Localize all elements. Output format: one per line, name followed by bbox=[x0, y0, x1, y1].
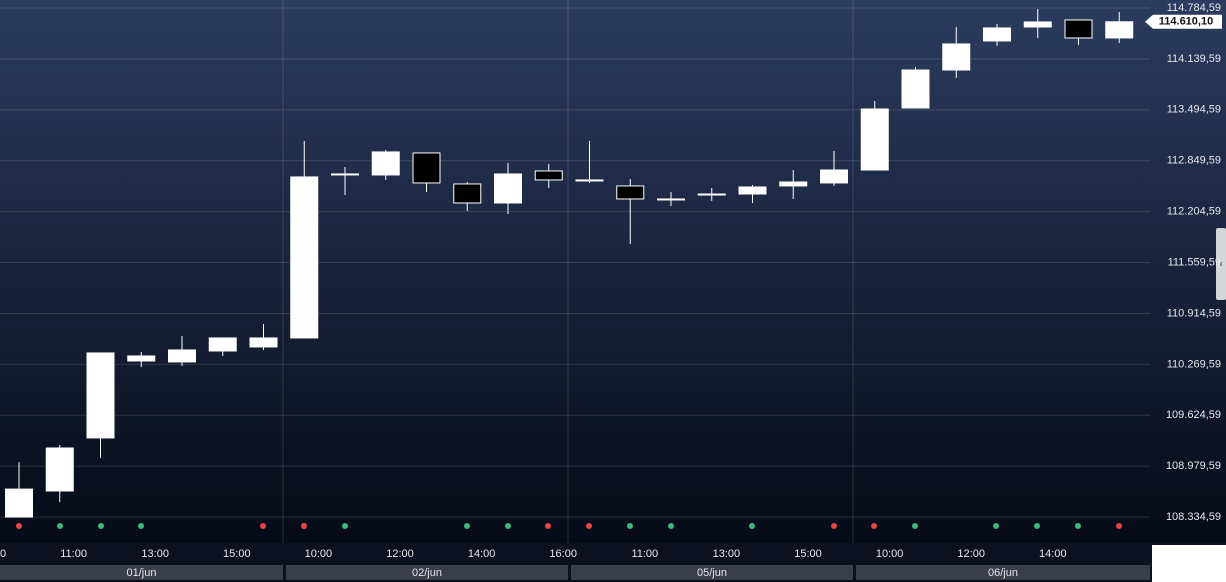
candle-body bbox=[657, 198, 685, 201]
price-tag bbox=[1145, 14, 1222, 29]
signal-dot bbox=[749, 523, 755, 529]
signal-dot bbox=[993, 523, 999, 529]
candle-body bbox=[86, 352, 115, 439]
candle-body bbox=[5, 488, 33, 518]
x-tick-label: 14:00 bbox=[468, 548, 496, 560]
side-tab[interactable] bbox=[1216, 228, 1226, 300]
signal-dot bbox=[1075, 523, 1081, 529]
signal-dot bbox=[57, 523, 63, 529]
y-tick-label: 110.269,59 bbox=[1167, 358, 1221, 370]
signal-dot bbox=[912, 523, 918, 529]
x-tick-label: 13:00 bbox=[141, 548, 169, 560]
signal-dot bbox=[545, 523, 551, 529]
y-tick-label: 108.979,59 bbox=[1166, 460, 1221, 472]
candle-body bbox=[168, 349, 196, 363]
x-tick-label: 10:00 bbox=[876, 548, 904, 560]
candle-body bbox=[208, 337, 237, 352]
candle-body bbox=[453, 183, 482, 204]
plot-background bbox=[0, 0, 1226, 543]
signal-dot bbox=[16, 523, 22, 529]
signal-dot bbox=[668, 523, 674, 529]
x-tick-label: 16:00 bbox=[549, 548, 577, 560]
day-bar bbox=[571, 565, 853, 580]
signal-dot bbox=[464, 523, 470, 529]
candle-body bbox=[901, 69, 930, 109]
day-label: 02/jun bbox=[412, 567, 442, 579]
signal-dot bbox=[138, 523, 144, 529]
candle-body bbox=[249, 337, 278, 348]
y-tick-label: 110.914,59 bbox=[1167, 307, 1221, 319]
day-bar bbox=[856, 565, 1150, 580]
signal-dot bbox=[301, 523, 307, 529]
candle-body bbox=[534, 170, 563, 181]
y-tick-label: 114.139,59 bbox=[1167, 53, 1221, 65]
signal-dot bbox=[342, 523, 348, 529]
candle-body bbox=[616, 185, 645, 200]
x-tick-label: 12:00 bbox=[386, 548, 414, 560]
x-tick-label: 10:00 bbox=[305, 548, 333, 560]
candle-body bbox=[820, 169, 848, 184]
candle-body bbox=[331, 173, 359, 176]
candle-body bbox=[942, 43, 971, 71]
y-tick-label: 112.204,59 bbox=[1167, 206, 1221, 218]
day-label: 01/jun bbox=[127, 567, 157, 579]
y-tick-label: 111.559,59 bbox=[1168, 256, 1221, 268]
x-tick-label: 14:00 bbox=[1039, 548, 1067, 560]
signal-dot bbox=[98, 523, 104, 529]
day-label: 06/jun bbox=[988, 567, 1018, 579]
signal-dot bbox=[627, 523, 633, 529]
x-tick-label: 11:00 bbox=[60, 548, 87, 560]
day-label: 05/jun bbox=[697, 567, 727, 579]
candle-body bbox=[371, 151, 400, 176]
signal-dot bbox=[1116, 523, 1122, 529]
candle-body bbox=[290, 176, 319, 339]
x-tick-label: 15:00 bbox=[794, 548, 822, 560]
candle-body bbox=[779, 181, 808, 187]
signal-dot bbox=[871, 523, 877, 529]
candle-body bbox=[860, 108, 889, 171]
y-tick-label: 113.494,59 bbox=[1167, 104, 1221, 116]
price-tag-label: 114.610,10 bbox=[1159, 16, 1213, 28]
y-tick-label: 114.784,59 bbox=[1167, 2, 1221, 14]
signal-dot bbox=[586, 523, 592, 529]
candle-body bbox=[738, 186, 767, 195]
signal-dot bbox=[831, 523, 837, 529]
y-tick-label: 112.849,59 bbox=[1167, 155, 1221, 167]
x-tick-label: 12:00 bbox=[957, 548, 985, 560]
candle-body bbox=[494, 173, 522, 204]
y-tick-label: 109.624,59 bbox=[1166, 409, 1221, 421]
candle-body bbox=[1105, 21, 1134, 39]
signals bbox=[16, 523, 1122, 529]
corner-box bbox=[1152, 545, 1226, 582]
day-bar bbox=[0, 565, 283, 580]
candle-body bbox=[412, 152, 441, 184]
x-tick-label: 11:00 bbox=[631, 548, 658, 560]
candle-body bbox=[697, 193, 726, 196]
signal-dot bbox=[1034, 523, 1040, 529]
x-tick-label: 15:00 bbox=[223, 548, 251, 560]
candle-body bbox=[1064, 19, 1093, 39]
candle-body bbox=[983, 27, 1011, 42]
x-tick-label: 13:00 bbox=[713, 548, 741, 560]
signal-dot bbox=[260, 523, 266, 529]
candle-body bbox=[1023, 21, 1052, 28]
signal-dot bbox=[505, 523, 511, 529]
candle-body bbox=[575, 179, 604, 182]
candle-body bbox=[127, 355, 156, 362]
side-tab-icon: ‹ bbox=[1219, 259, 1222, 270]
day-bar bbox=[286, 565, 568, 580]
y-tick-label: 108.334,59 bbox=[1166, 511, 1221, 523]
candle-body bbox=[45, 447, 74, 492]
x-tick-label: 0 bbox=[0, 548, 6, 560]
